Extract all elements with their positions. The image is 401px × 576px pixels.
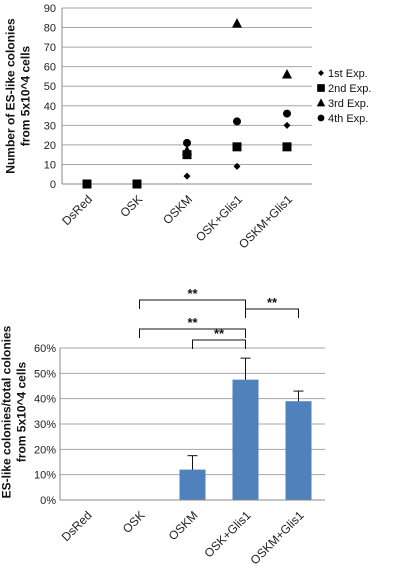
y-axis-label-line: Number of ES-like colonies <box>4 18 18 174</box>
scatter-chart: 0 10 20 30 40 50 60 70 80 90 DsRed OSK OSKMOSK+Glis… <box>4 3 372 251</box>
bar <box>232 379 259 500</box>
bar <box>285 401 312 500</box>
category-label: OSK <box>120 508 148 536</box>
category-label: OSK <box>117 192 145 220</box>
category-label: OSKM+Glis1 <box>247 508 306 567</box>
bar-bars <box>179 379 312 500</box>
data-point-square <box>132 179 142 189</box>
bar-error-bars <box>187 357 304 470</box>
category-label: OSKM+Glis1 <box>236 192 295 251</box>
category-label: DsRed <box>59 508 95 544</box>
significance-bracket <box>245 308 299 318</box>
data-point-diamond <box>283 121 291 129</box>
y-tick-label: 60 <box>44 62 56 74</box>
bar-y-axis-label: ES-like colonies/total coloniesfrom 5x10… <box>0 325 29 498</box>
y-axis-label-line: from 5x10^4 cells <box>15 361 29 462</box>
significance-brackets: ** ** ** ** <box>139 286 299 349</box>
bar-axes <box>59 348 325 501</box>
y-tick-label: 0 <box>50 179 56 191</box>
y-axis-label-line: from 5x10^4 cells <box>19 45 33 146</box>
data-point-diamond <box>183 172 191 180</box>
significance-label: ** <box>267 295 278 310</box>
legend-marker-square <box>317 84 325 92</box>
significance-bracket <box>139 299 246 309</box>
data-point-circle <box>283 109 291 118</box>
category-label: OSKM <box>166 508 201 543</box>
data-point-diamond <box>233 162 241 170</box>
category-label: OSKM <box>160 192 195 227</box>
scatter-gridlines <box>62 7 312 185</box>
y-tick-label: 20 <box>44 140 56 152</box>
bar <box>179 469 206 500</box>
category-label: OSK+Glis1 <box>193 192 245 244</box>
bar-y-ticks: 0% 10% 20% 30% 40% 50% 60% <box>34 343 56 507</box>
y-tick-label: 40 <box>44 101 56 113</box>
legend-label: 3rd Exp. <box>328 98 369 110</box>
y-tick-label: 0% <box>40 495 56 507</box>
y-tick-label: 50% <box>34 368 56 380</box>
y-tick-label: 70 <box>44 42 56 54</box>
y-tick-label: 10% <box>34 470 56 482</box>
significance-bracket <box>192 339 246 349</box>
significance-label: ** <box>187 286 198 301</box>
scatter-points <box>82 18 292 189</box>
legend-marker-triangle <box>316 98 326 107</box>
scatter-y-axis-label: Number of ES-like coloniesfrom 5x10^4 ce… <box>4 18 33 174</box>
scatter-axes <box>61 8 312 185</box>
legend-label: 4th Exp. <box>328 113 368 125</box>
data-point-triangle <box>182 145 192 155</box>
legend-marker-circle <box>317 114 325 122</box>
y-tick-label: 10 <box>44 159 56 171</box>
y-tick-label: 50 <box>44 81 56 93</box>
legend-label: 2nd Exp. <box>328 83 371 95</box>
scatter-legend: 1st Exp. 2nd Exp. 3rd Exp. 4th Exp. <box>316 68 371 125</box>
data-point-triangle <box>282 68 292 79</box>
y-tick-label: 90 <box>44 3 56 15</box>
legend-marker-diamond <box>318 70 324 76</box>
significance-label: ** <box>187 315 198 330</box>
significance-bracket <box>139 328 246 338</box>
significance-label: ** <box>214 326 225 341</box>
data-point-square <box>282 142 292 152</box>
legend-label: 1st Exp. <box>328 68 368 80</box>
y-tick-label: 60% <box>34 343 56 355</box>
scatter-y-ticks: 0 10 20 30 40 50 60 70 80 90 <box>44 3 56 191</box>
y-tick-label: 20% <box>34 444 56 456</box>
y-tick-label: 30 <box>44 120 56 132</box>
category-label: OSK+Glis1 <box>202 508 254 560</box>
data-point-square <box>232 142 242 152</box>
category-label: DsRed <box>59 192 95 228</box>
bar-chart: 0% 10% 20% 30% 40% 50% 60% DsRed OSK OSKM OSK+Gli… <box>0 286 325 567</box>
data-point-triangle <box>232 18 242 28</box>
data-point-square <box>82 179 92 189</box>
y-axis-label-line: ES-like colonies/total colonies <box>0 325 14 498</box>
y-tick-label: 40% <box>34 394 56 406</box>
y-tick-label: 80 <box>44 23 56 35</box>
y-tick-label: 30% <box>34 419 56 431</box>
data-point-circle <box>183 138 191 147</box>
data-point-circle <box>233 117 241 126</box>
